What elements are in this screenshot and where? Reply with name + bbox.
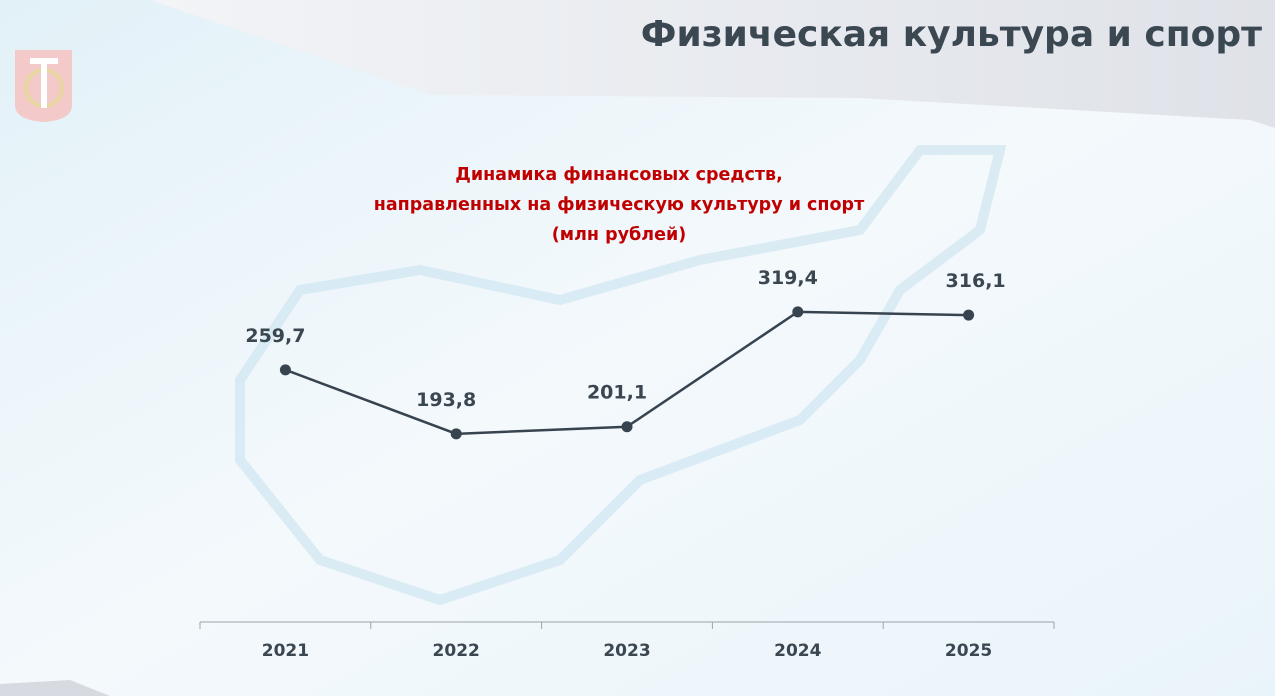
x-tick-label: 2024 [774,641,821,661]
coat-of-arms [15,50,72,122]
chart-title: Динамика финансовых средств, [455,165,783,185]
map-watermark [235,145,1007,606]
x-tick-label: 2025 [945,641,992,661]
x-tick-label: 2021 [262,641,309,661]
x-tick-label: 2022 [433,641,480,661]
data-label: 319,4 [758,267,818,289]
data-point [963,309,975,321]
data-label: 259,7 [245,325,305,347]
header-band [150,0,1275,128]
x-tick-label: 2023 [603,641,650,661]
data-point [621,421,633,433]
chart-title: направленных на физическую культуру и сп… [374,195,865,215]
data-point [450,428,462,440]
data-point [279,364,291,376]
data-label: 316,1 [946,270,1006,292]
page-title: Физическая культура и спорт [641,14,1262,55]
data-label: 201,1 [587,382,647,404]
data-point [792,306,804,318]
data-label: 193,8 [416,389,476,411]
footer-band [0,680,110,696]
chart-title: (млн рублей) [552,225,686,245]
